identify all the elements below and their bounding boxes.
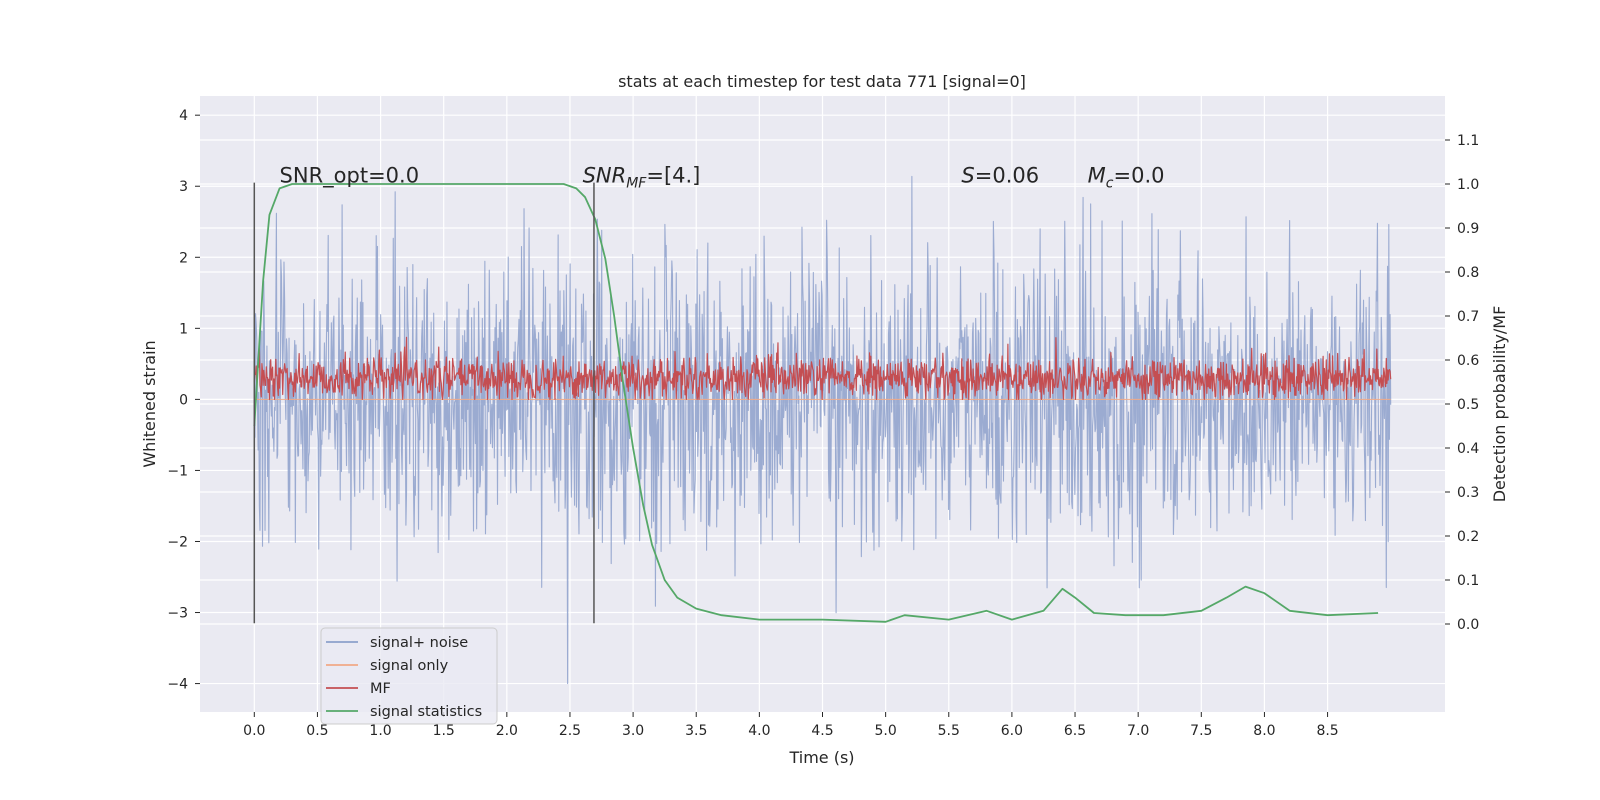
annotation-2: S=0.06 bbox=[961, 164, 1039, 188]
y-right-tick-label: 0.8 bbox=[1457, 265, 1479, 281]
legend-label: MF bbox=[370, 681, 391, 697]
series-line-signal-noise bbox=[253, 175, 1392, 685]
x-tick-label: 2.0 bbox=[496, 723, 518, 739]
y-right-tick-label: 0.3 bbox=[1457, 485, 1479, 501]
y-right-tick-label: 0.2 bbox=[1457, 529, 1479, 545]
x-axis-title: Time (s) bbox=[788, 748, 854, 767]
x-tick-label: 0.0 bbox=[243, 723, 265, 739]
chart-title: stats at each timestep for test data 771… bbox=[618, 72, 1026, 91]
y-left-tick-label: 1 bbox=[179, 321, 188, 337]
y-left-tick-label: −4 bbox=[167, 677, 188, 693]
x-tick-label: 2.5 bbox=[559, 723, 581, 739]
y-axis-right-title: Detection probability/MF bbox=[1490, 306, 1509, 503]
y-left-tick-label: 2 bbox=[179, 250, 188, 266]
axis-ticks: 0.0 0.5 1.0 1.5 2.0 2.5 3.0 3.5 4.0 4.5 5.0 5.5 6.0 6… bbox=[167, 108, 1479, 739]
x-tick-label: 5.5 bbox=[938, 723, 960, 739]
annotation-3: Mc=0.0 bbox=[1088, 164, 1165, 192]
y-left-tick-label: 0 bbox=[179, 392, 188, 408]
legend-box bbox=[320, 627, 498, 725]
y-left-tick-label: 4 bbox=[179, 108, 188, 124]
x-tick-label: 4.5 bbox=[811, 723, 833, 739]
x-tick-label: 7.5 bbox=[1190, 723, 1212, 739]
y-left-tick-label: −2 bbox=[167, 534, 188, 550]
x-tick-label: 6.5 bbox=[1064, 723, 1086, 739]
legend-label: signal+ noise bbox=[370, 635, 468, 651]
data-layer bbox=[253, 175, 1392, 685]
series-line-signal-statistics bbox=[253, 183, 1379, 623]
legend: signal+ noise signal only MF signal statist… bbox=[320, 627, 498, 725]
x-tick-label: 4.0 bbox=[748, 723, 770, 739]
y-left-tick-label: −3 bbox=[167, 606, 188, 622]
legend-label: signal statistics bbox=[370, 704, 482, 720]
x-tick-label: 6.0 bbox=[1001, 723, 1023, 739]
x-tick-label: 0.5 bbox=[306, 723, 328, 739]
x-tick-label: 8.0 bbox=[1253, 723, 1275, 739]
y-right-tick-label: 1.0 bbox=[1457, 177, 1479, 193]
series-line-mf bbox=[253, 336, 1392, 400]
y-right-tick-label: 0.9 bbox=[1457, 221, 1479, 237]
x-tick-label: 5.0 bbox=[875, 723, 897, 739]
annotation-1: SNRMF=[4.] bbox=[583, 164, 701, 192]
legend-label: signal only bbox=[370, 658, 449, 674]
y-right-tick-label: 0.4 bbox=[1457, 441, 1479, 457]
x-tick-label: 8.5 bbox=[1316, 723, 1338, 739]
x-tick-label: 7.0 bbox=[1127, 723, 1149, 739]
annotations: SNR_opt=0.0 SNRMF=[4.] S=0.06 Mc=0.0 bbox=[280, 164, 1165, 192]
y-right-tick-label: 0.1 bbox=[1457, 573, 1479, 589]
annotation-0: SNR_opt=0.0 bbox=[280, 164, 420, 189]
y-left-tick-label: 3 bbox=[179, 179, 188, 195]
y-right-tick-label: 0.0 bbox=[1457, 617, 1479, 633]
y-right-tick-label: 1.1 bbox=[1457, 133, 1479, 149]
y-right-tick-label: 0.6 bbox=[1457, 353, 1479, 369]
y-left-tick-label: −1 bbox=[167, 463, 188, 479]
x-tick-label: 1.5 bbox=[433, 723, 455, 739]
x-tick-label: 1.0 bbox=[369, 723, 391, 739]
x-tick-label: 3.5 bbox=[685, 723, 707, 739]
y-right-tick-label: 0.7 bbox=[1457, 309, 1479, 325]
y-right-tick-label: 0.5 bbox=[1457, 397, 1479, 413]
y-axis-left-title: Whitened strain bbox=[140, 340, 159, 467]
x-tick-label: 3.0 bbox=[622, 723, 644, 739]
